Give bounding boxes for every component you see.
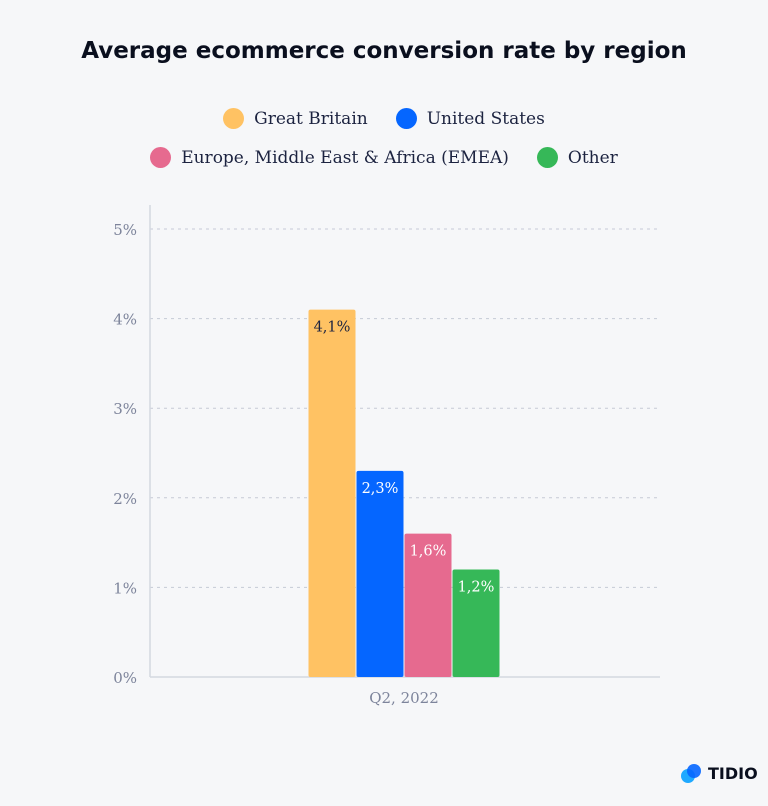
legend-row-2: Europe, Middle East & Africa (EMEA) Othe…	[0, 147, 768, 168]
legend-item: Europe, Middle East & Africa (EMEA)	[150, 147, 509, 168]
legend-item: Great Britain	[223, 108, 368, 129]
bar	[404, 533, 452, 677]
y-tick-label: 2%	[113, 490, 137, 508]
legend-swatch	[536, 147, 558, 168]
data-label: 2,3%	[362, 481, 399, 497]
y-tick-label: 1%	[113, 579, 137, 597]
legend-label: Great Britain	[254, 108, 368, 129]
logo-text: TIDIO	[708, 763, 758, 783]
legend-label: Other	[567, 147, 618, 168]
legend-row-1: Great Britain United States	[0, 108, 768, 129]
bar	[452, 569, 500, 677]
legend-swatch	[395, 108, 417, 129]
data-label: 4,1%	[314, 320, 351, 336]
chart-title: Average ecommerce conversion rate by reg…	[81, 38, 687, 64]
legend-item: Other	[536, 147, 618, 168]
data-label: 1,2%	[458, 579, 495, 595]
legend-item: United States	[395, 108, 545, 129]
tidio-logo: TIDIO	[680, 763, 758, 783]
y-tick-label: 0%	[113, 669, 137, 687]
bar	[356, 470, 404, 677]
legend-swatch	[223, 108, 245, 129]
tidio-logo-icon	[681, 764, 701, 783]
data-label: 1,6%	[410, 544, 447, 560]
y-tick-label: 4%	[113, 311, 137, 329]
y-tick-label: 3%	[113, 400, 137, 418]
legend-label: Europe, Middle East & Africa (EMEA)	[181, 147, 509, 168]
y-tick-label: 5%	[113, 221, 137, 239]
bar-chart: 0% 1% 2% 3% 4% 5% 4,1% 2,3% 1,6% 1,2% Q2, 2022	[113, 205, 660, 707]
legend-label: United States	[426, 108, 545, 129]
x-tick-label: Q2, 2022	[369, 689, 439, 707]
legend-swatch	[150, 147, 172, 168]
bar	[308, 309, 356, 677]
